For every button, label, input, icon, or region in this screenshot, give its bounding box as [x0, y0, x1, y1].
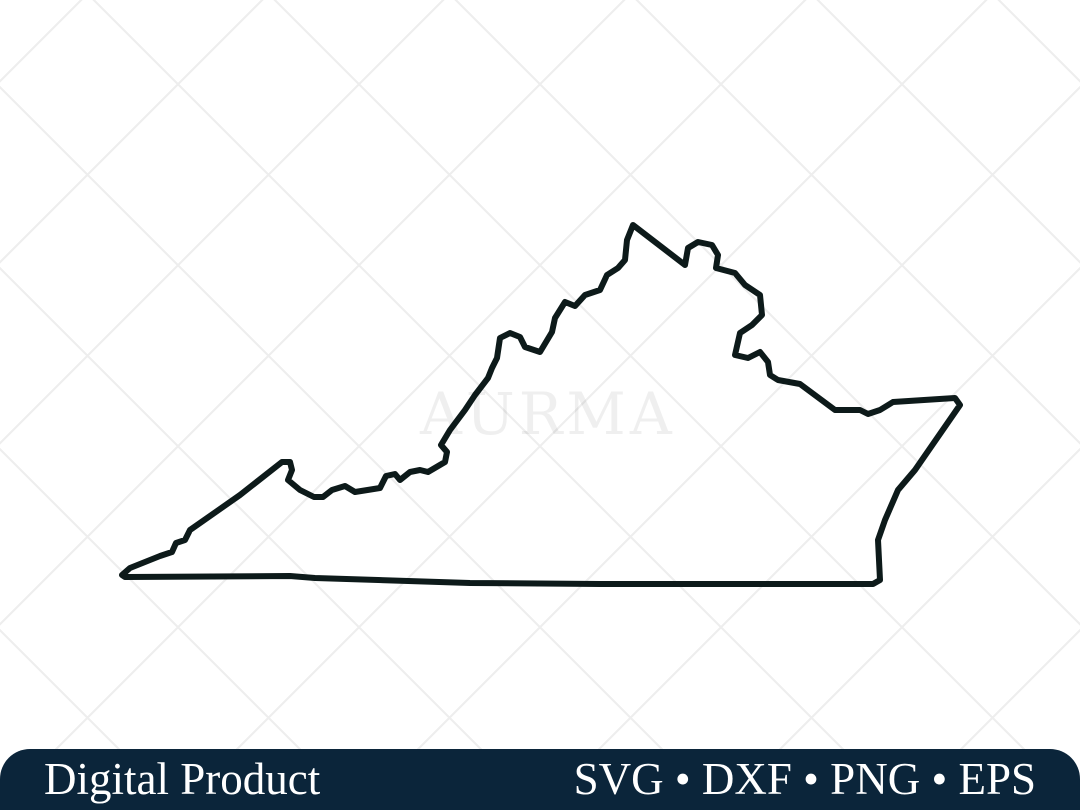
digital-product-label: Digital Product [44, 754, 321, 804]
state-outline-path [119, 222, 963, 587]
file-formats-label: SVG • DXF • PNG • EPS [573, 754, 1036, 804]
watermark-text: AURMA [420, 380, 676, 448]
product-banner: Digital Product SVG • DXF • PNG • EPS [0, 749, 1080, 810]
